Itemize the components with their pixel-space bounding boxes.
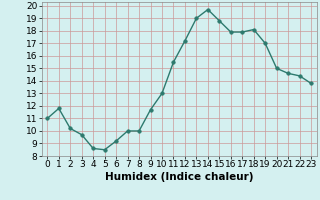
- X-axis label: Humidex (Indice chaleur): Humidex (Indice chaleur): [105, 172, 253, 182]
